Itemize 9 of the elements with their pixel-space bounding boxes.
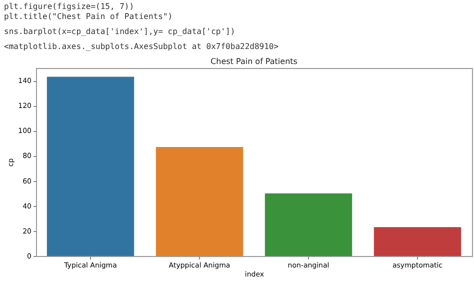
bar (374, 227, 462, 256)
text: plt.title("Chest Pain of Patients") (4, 12, 174, 22)
bar (156, 146, 244, 256)
bar (46, 76, 134, 256)
chart-title: Chest Pain of Patients (210, 57, 298, 66)
text: sns.barplot(x=cp_data['index'],y= cp_data['cp']) (4, 27, 236, 37)
text: <matplotlib.axes._subplots.AxesSubplot at 0x7f0ba22d8910> (4, 42, 279, 52)
text: plt.figure(figsize=(15, 7)) (4, 2, 136, 12)
bar (264, 193, 352, 256)
